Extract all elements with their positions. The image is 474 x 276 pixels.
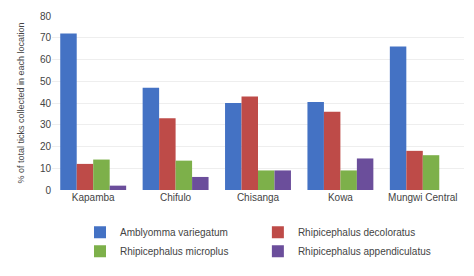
svg-text:Kowa: Kowa [328,192,353,203]
svg-text:Chisanga: Chisanga [237,192,280,203]
svg-text:10: 10 [40,163,52,174]
svg-text:30: 30 [40,119,52,130]
svg-text:Rhipicephalus decoloratus: Rhipicephalus decoloratus [298,227,415,238]
svg-text:Rhipicephalus microplus: Rhipicephalus microplus [120,246,228,257]
svg-text:Chifulo: Chifulo [160,192,192,203]
svg-text:50: 50 [40,76,52,87]
svg-text:80: 80 [40,11,52,22]
svg-text:Mungwi Central: Mungwi Central [388,192,457,203]
svg-text:0: 0 [45,185,51,196]
svg-text:60: 60 [40,54,52,65]
svg-text:70: 70 [40,32,52,43]
svg-text:% of total ticks collected in: % of total ticks collected in each locat… [16,22,26,183]
svg-text:40: 40 [40,98,52,109]
svg-text:Kapamba: Kapamba [72,192,115,203]
svg-text:Amblyomma variegatum: Amblyomma variegatum [120,227,228,238]
svg-text:Rhipicephalus appendiculatus: Rhipicephalus appendiculatus [298,246,431,257]
svg-text:20: 20 [40,141,52,152]
